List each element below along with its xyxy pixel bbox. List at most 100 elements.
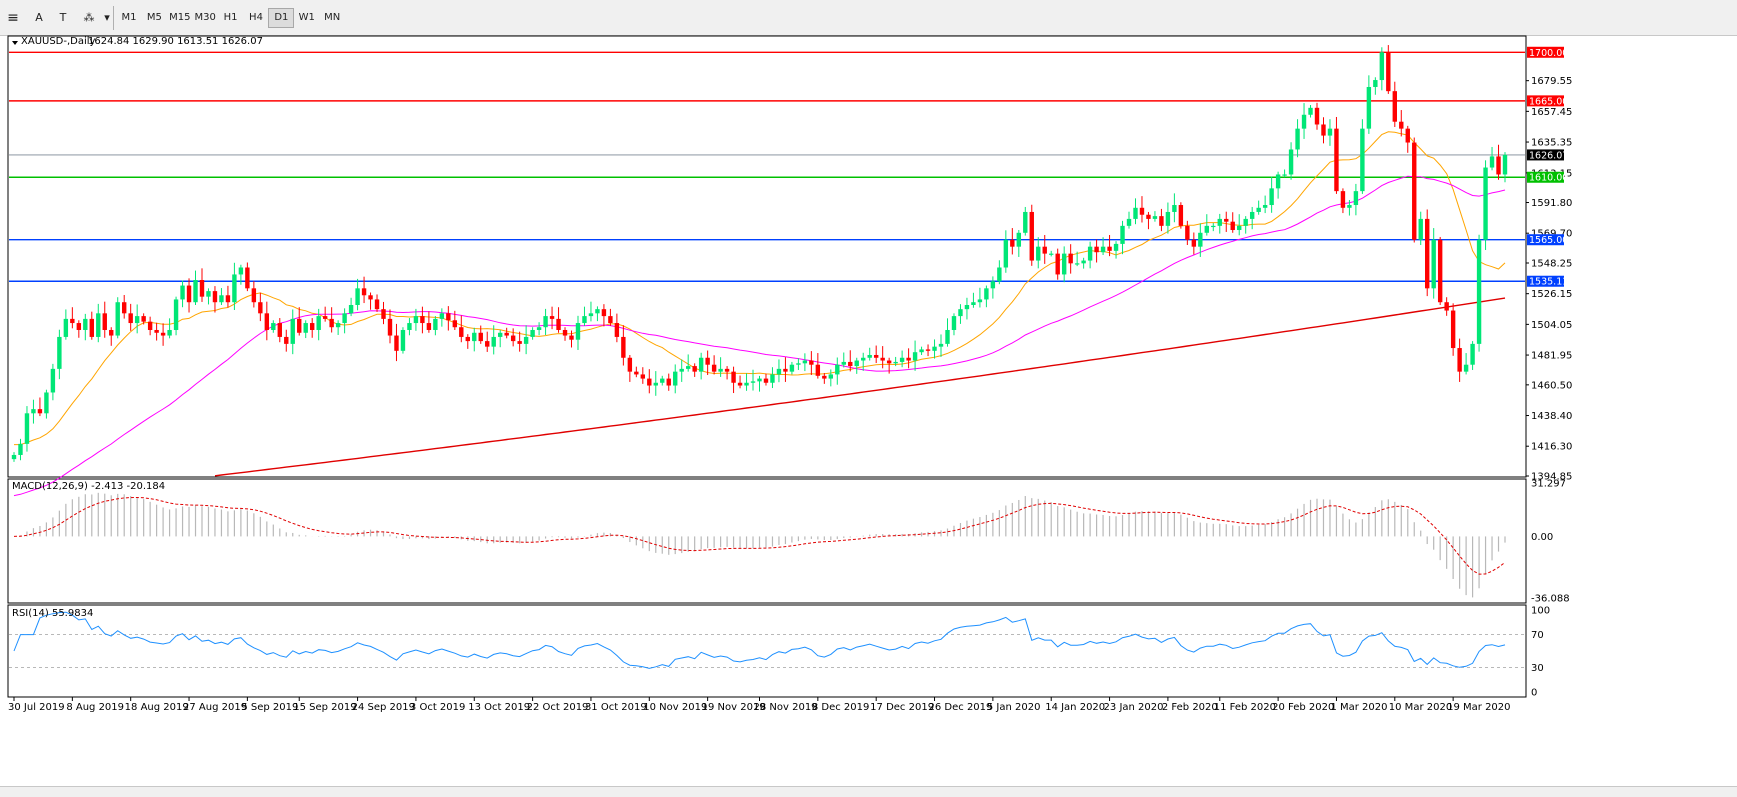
candle bbox=[24, 406, 30, 452]
candle bbox=[342, 308, 347, 334]
candle bbox=[990, 276, 996, 299]
date-tick-label: 22 Oct 2019 bbox=[527, 702, 589, 713]
price-tick-label: 1635.35 bbox=[1531, 138, 1572, 149]
candle bbox=[219, 288, 224, 305]
candle bbox=[1463, 353, 1469, 375]
candle bbox=[802, 353, 808, 372]
level-price-tag-label: 1610.00 bbox=[1529, 173, 1568, 184]
date-tick-label: 19 Mar 2020 bbox=[1447, 702, 1510, 713]
toolbar-separator bbox=[113, 6, 114, 30]
chart-tabs-bar[interactable] bbox=[0, 786, 1737, 797]
candle bbox=[206, 288, 211, 305]
macd-pane bbox=[7, 478, 1527, 604]
candle bbox=[167, 318, 172, 339]
date-tick-label: 10 Mar 2020 bbox=[1389, 702, 1452, 713]
candle bbox=[932, 339, 937, 359]
timeframe-h1[interactable]: H1 bbox=[223, 12, 238, 23]
candle bbox=[1107, 235, 1112, 257]
candle bbox=[783, 357, 788, 382]
macd-tick-label: -36.088 bbox=[1531, 594, 1570, 605]
candle bbox=[634, 366, 639, 378]
candle bbox=[770, 367, 775, 389]
timeframe-w1[interactable]: W1 bbox=[298, 12, 315, 23]
menu-lines-icon[interactable]: ≡ bbox=[7, 10, 19, 26]
candle bbox=[925, 344, 931, 357]
rsi-label: RSI(14) 55.9834 bbox=[12, 608, 93, 619]
candle bbox=[1198, 223, 1203, 257]
ma-fast-line bbox=[14, 131, 1506, 446]
shapes-tool-icon[interactable]: ⁂ bbox=[83, 11, 95, 24]
candle bbox=[478, 325, 483, 344]
candle bbox=[329, 307, 334, 333]
candle bbox=[1314, 102, 1320, 130]
candle bbox=[446, 306, 451, 331]
candle bbox=[815, 353, 821, 379]
candle bbox=[517, 331, 522, 352]
candle bbox=[1496, 144, 1501, 180]
candle bbox=[271, 320, 276, 333]
level-price-tag-label: 1565.00 bbox=[1529, 235, 1568, 246]
price-tick-label: 1526.15 bbox=[1531, 289, 1572, 300]
macd-signal-line bbox=[13, 496, 1506, 575]
candle bbox=[1412, 137, 1417, 243]
candle bbox=[1379, 47, 1385, 91]
candle bbox=[426, 311, 432, 333]
candle bbox=[744, 373, 749, 391]
timeframe-m1[interactable]: M1 bbox=[121, 12, 137, 23]
candle bbox=[1301, 103, 1307, 139]
timeframe-m30[interactable]: M30 bbox=[194, 12, 216, 23]
candle bbox=[737, 375, 743, 389]
date-tick-label: 5 Sep 2019 bbox=[241, 702, 298, 713]
candle bbox=[640, 367, 646, 384]
candle bbox=[1023, 206, 1028, 236]
candle bbox=[660, 375, 665, 386]
candle bbox=[1340, 188, 1346, 214]
timeframe-m5[interactable]: M5 bbox=[146, 12, 162, 23]
candle bbox=[556, 307, 561, 333]
candle bbox=[724, 366, 730, 380]
candle bbox=[459, 315, 464, 343]
candle bbox=[18, 438, 23, 461]
text-tool-icon[interactable]: A bbox=[35, 11, 43, 24]
candle bbox=[57, 329, 62, 380]
candle bbox=[1042, 235, 1047, 264]
candle bbox=[1230, 212, 1235, 233]
candle bbox=[1275, 171, 1281, 199]
ohlc-readout: 1624.84 1629.90 1613.51 1626.07 bbox=[88, 36, 263, 47]
timeframe-m15[interactable]: M15 bbox=[169, 12, 191, 23]
timeframe-mn[interactable]: MN bbox=[324, 12, 341, 23]
level-price-tag bbox=[1527, 171, 1564, 183]
candle bbox=[1237, 214, 1242, 236]
candle bbox=[1139, 196, 1145, 223]
ma-slow-line bbox=[214, 297, 1506, 477]
price-tick-label: 1548.25 bbox=[1531, 258, 1572, 269]
candle bbox=[1172, 193, 1177, 223]
candle bbox=[122, 294, 127, 319]
price-pane bbox=[7, 35, 1527, 478]
candle bbox=[1146, 211, 1151, 230]
candle bbox=[1087, 241, 1093, 269]
candle bbox=[1457, 338, 1462, 382]
timeframe-d1[interactable]: D1 bbox=[268, 8, 295, 28]
date-tick-label: 13 Oct 2019 bbox=[468, 702, 530, 713]
candle bbox=[530, 327, 535, 340]
price-tick-label: 1591.80 bbox=[1531, 198, 1572, 209]
date-tick-label: 11 Feb 2020 bbox=[1214, 702, 1276, 713]
collapse-arrow-icon[interactable] bbox=[12, 41, 18, 45]
macd-label: MACD(12,26,9) -2.413 -20.184 bbox=[12, 481, 165, 492]
candle bbox=[394, 323, 399, 362]
candle bbox=[912, 340, 918, 371]
candle bbox=[1010, 228, 1015, 255]
candle bbox=[575, 315, 581, 350]
candle bbox=[128, 303, 133, 331]
candle bbox=[89, 311, 94, 340]
dropdown-arrow-icon[interactable]: ▾ bbox=[104, 11, 110, 24]
candle bbox=[1425, 209, 1430, 297]
candle bbox=[763, 373, 769, 386]
candle bbox=[1081, 257, 1086, 269]
level-price-tag bbox=[1527, 46, 1564, 58]
candle bbox=[1036, 237, 1041, 269]
timeframe-h4[interactable]: H4 bbox=[249, 12, 263, 23]
text-label-tool-icon[interactable]: T bbox=[59, 11, 67, 24]
